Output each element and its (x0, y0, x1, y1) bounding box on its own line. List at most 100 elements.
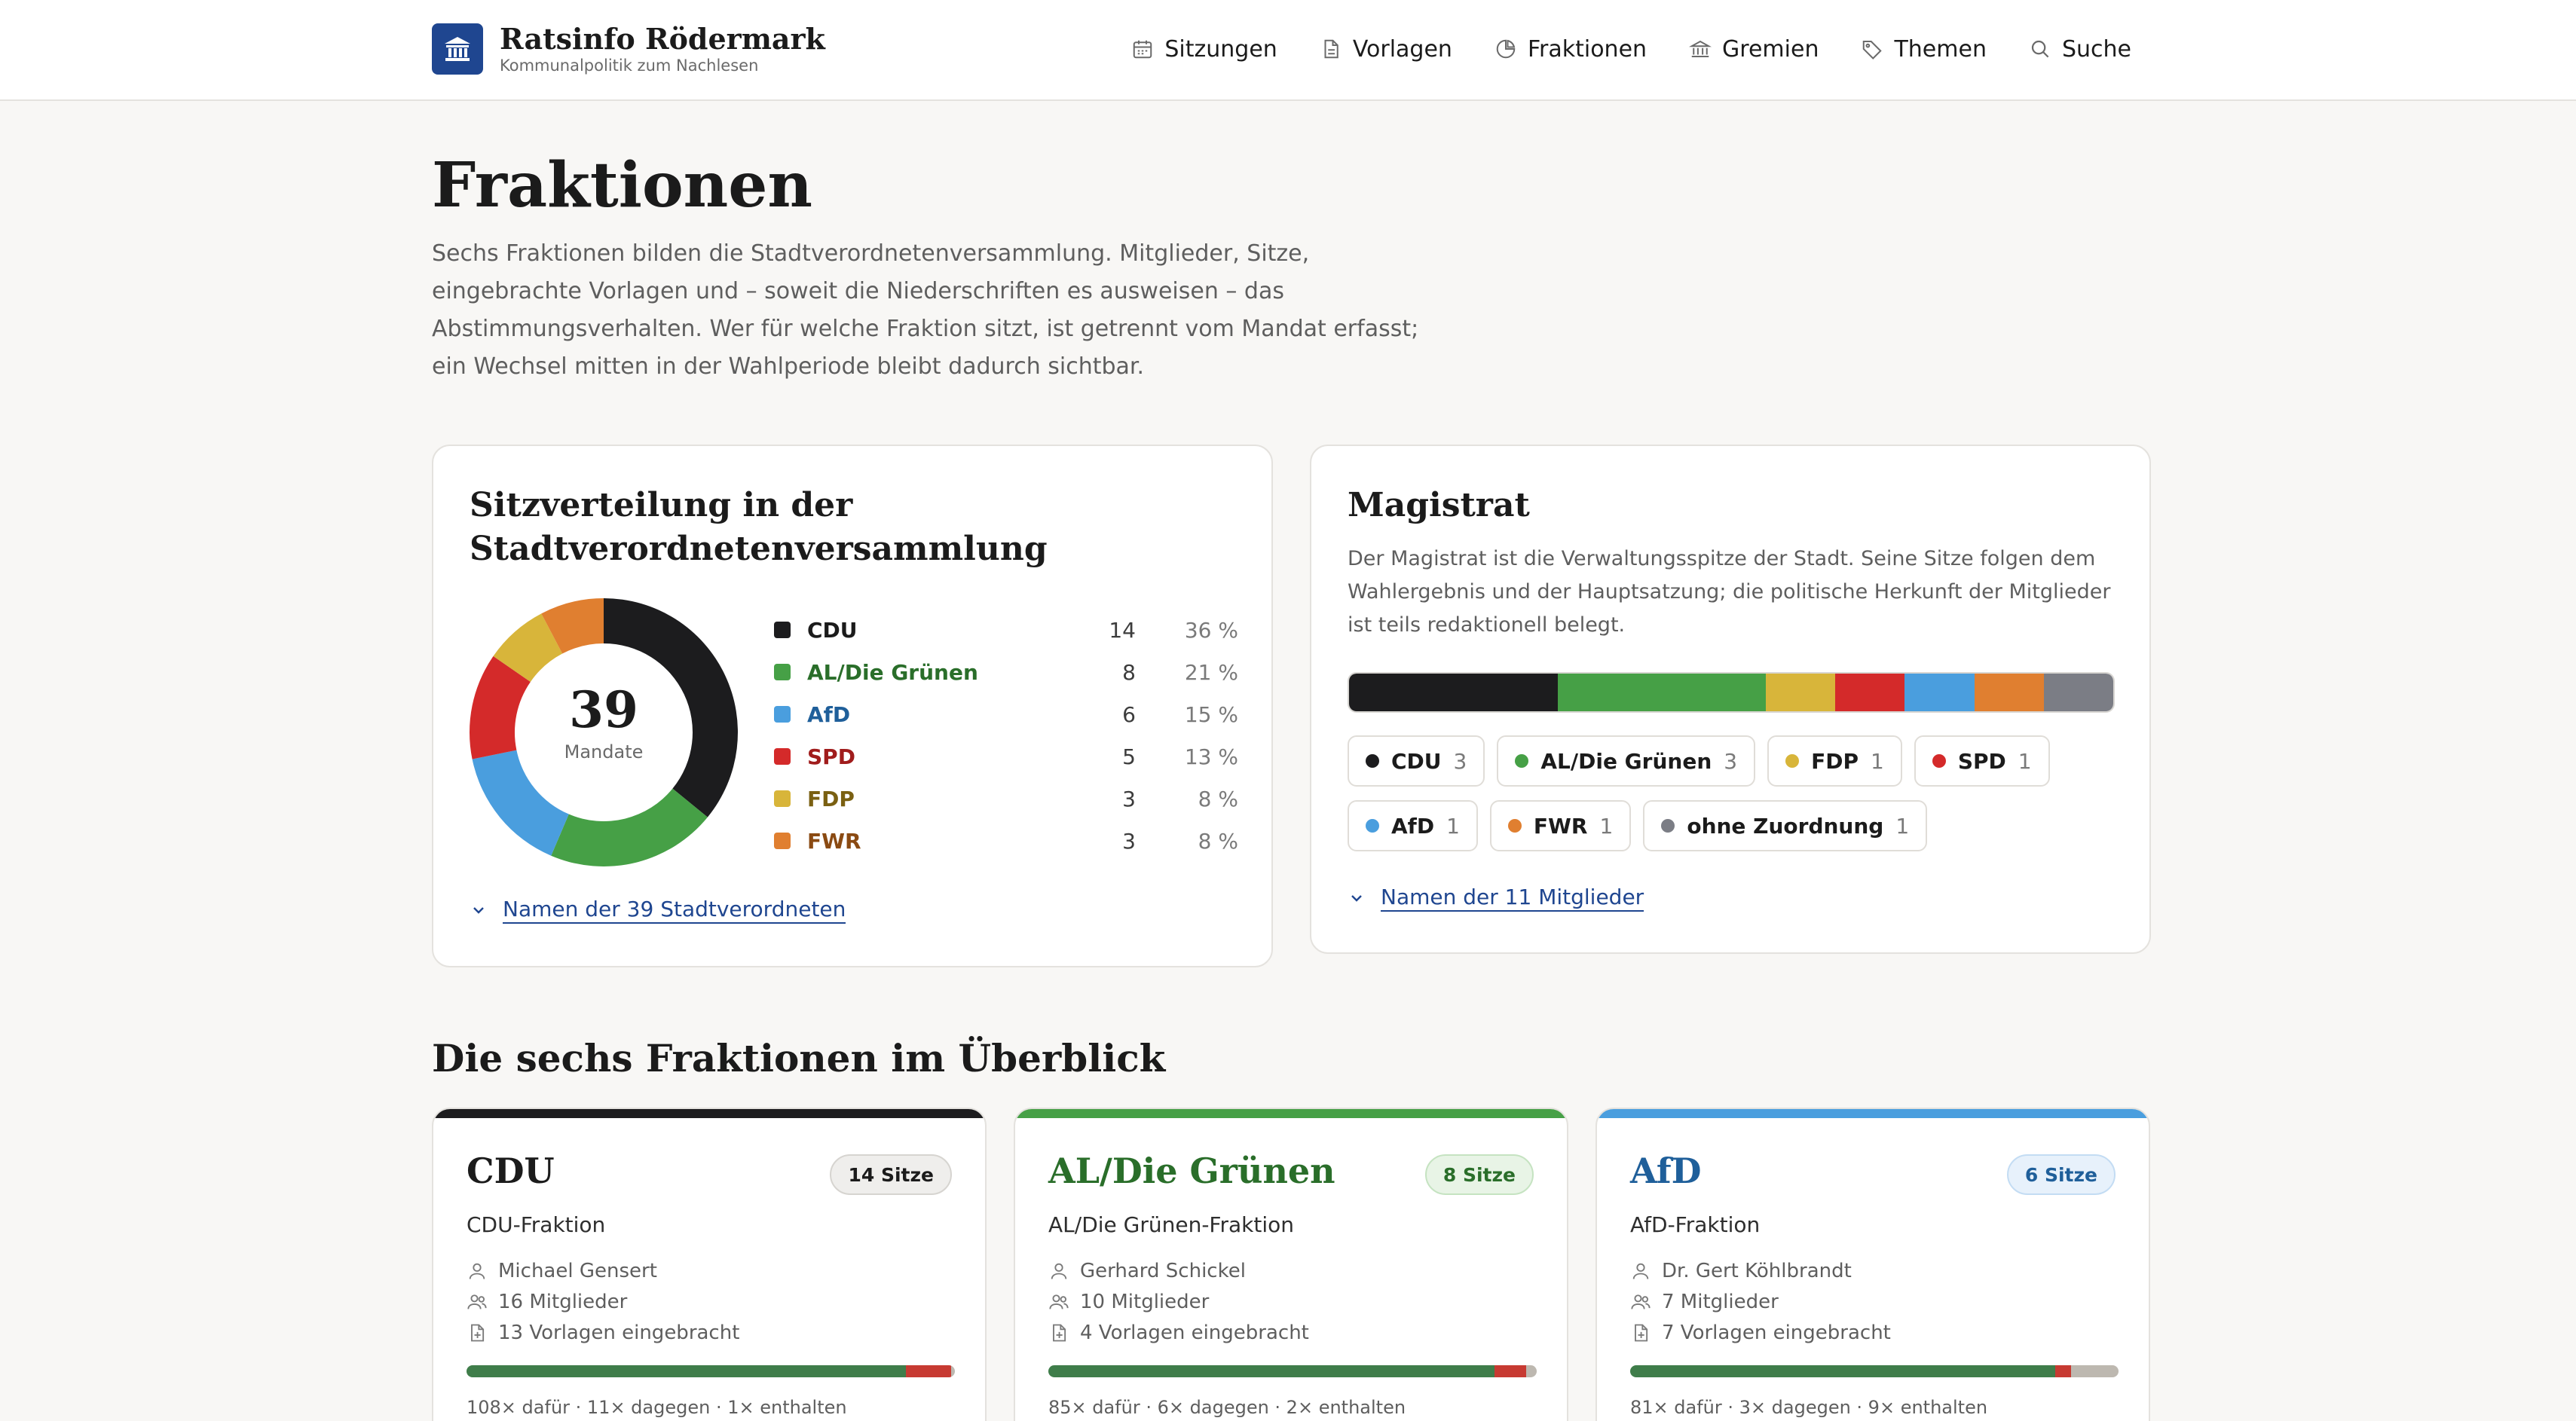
chip-party-name: AfD (1391, 813, 1435, 839)
people-icon (1631, 1294, 1651, 1309)
faction-vote-bar (1630, 1365, 2119, 1377)
chip-party-name: SPD (1957, 748, 2006, 774)
legend-seat-percent: 15 % (1184, 701, 1238, 727)
faction-card-cdu[interactable]: CDU 14 Sitze CDU-Fraktion Michael Genser… (432, 1108, 987, 1421)
magistrat-chip: AL/Die Grünen 3 (1497, 735, 1756, 787)
total-seats-value: 39 (569, 680, 638, 739)
vote-yes-segment (1048, 1365, 1495, 1377)
chip-count: 1 (2018, 748, 2032, 774)
legend-row: CDU 14 36 % (774, 609, 1238, 651)
legend-swatch (774, 833, 791, 849)
chip-count: 1 (1895, 813, 1910, 839)
chip-dot (1515, 754, 1529, 768)
nav-item-gremien[interactable]: Gremien (1689, 30, 1819, 68)
legend-row: FDP 3 8 % (774, 778, 1238, 820)
faction-vote-bar (467, 1365, 955, 1377)
faction-vote-summary: 108× dafür · 11× dagegen · 1× enthalten (467, 1397, 847, 1418)
nav-item-suche[interactable]: Suche (2029, 30, 2131, 68)
vote-yes-segment (467, 1365, 907, 1377)
site-title: Ratsinfo Rödermark (500, 22, 825, 56)
person-icon (1632, 1263, 1649, 1279)
donut-segment-fdp (493, 613, 563, 682)
vote-abstain-segment (950, 1365, 955, 1377)
legend-party-name: CDU (807, 617, 858, 643)
chevron-down-icon (1351, 895, 1362, 902)
faction-leader-name: Michael Gensert (498, 1259, 657, 1282)
faction-meta: Michael Gensert 16 Mitglieder 13 Vorlage… (467, 1255, 739, 1348)
nav-item-sitzungen[interactable]: Sitzungen (1131, 30, 1277, 68)
magistrat-title: Magistrat (1348, 486, 1530, 524)
faction-name: AL/Die Grünen (1048, 1151, 1335, 1191)
faction-card-afd[interactable]: AfD 6 Sitze AfD-Fraktion Dr. Gert Köhlbr… (1595, 1108, 2150, 1421)
chip-dot (1507, 819, 1522, 833)
magistrat-composition-bar (1348, 672, 2115, 713)
faction-proposal-count: 4 Vorlagen eingebracht (1080, 1321, 1309, 1344)
faction-accent-bar (433, 1109, 985, 1118)
show-magistrat-link[interactable]: Namen der 11 Mitglieder (1381, 885, 1644, 912)
search-icon (2031, 40, 2049, 58)
faction-member-count: 16 Mitglieder (498, 1290, 628, 1313)
magistrat-bar-segment (1904, 674, 1975, 711)
nav-item-themen[interactable]: Themen (1861, 30, 1987, 68)
chip-dot (1785, 754, 1800, 768)
chip-count: 1 (1446, 813, 1460, 839)
legend-seat-percent: 21 % (1184, 659, 1238, 685)
faction-full-name: CDU-Fraktion (467, 1212, 606, 1237)
chip-dot (1366, 754, 1379, 768)
legend-party-name: AL/Die Grünen (807, 659, 978, 685)
faction-proposal-count: 13 Vorlagen eingebracht (498, 1321, 740, 1344)
donut-segment-cdu (604, 598, 738, 817)
nav-item-fraktionen[interactable]: Fraktionen (1495, 30, 1647, 68)
faction-accent-bar (1597, 1109, 2149, 1118)
magistrat-description: Der Magistrat ist die Verwaltungsspitze … (1348, 547, 2111, 637)
legend-party-name: AfD (807, 701, 851, 727)
magistrat-bar-segment (1766, 674, 1836, 711)
nav-label: Themen (1894, 35, 1987, 63)
magistrat-chip: AfD 1 (1348, 800, 1478, 851)
chip-party-name: FDP (1811, 748, 1859, 774)
legend-seat-count: 8 (1122, 659, 1136, 685)
nav-item-vorlagen[interactable]: Vorlagen (1320, 30, 1452, 68)
legend-seat-count: 3 (1122, 786, 1136, 811)
vote-no-segment (906, 1365, 951, 1377)
faction-name: AfD (1630, 1151, 1702, 1191)
faction-card-gruene[interactable]: AL/Die Grünen 8 Sitze AL/Die Grünen-Frak… (1014, 1108, 1568, 1421)
faction-full-name: AfD-Fraktion (1630, 1212, 1761, 1237)
magistrat-card: Magistrat Der Magistrat ist die Verwaltu… (1310, 445, 2151, 954)
chip-count: 1 (1870, 748, 1884, 774)
legend-party-name: FDP (807, 786, 855, 811)
brand[interactable]: Ratsinfo Rödermark Kommunalpolitik zum N… (432, 23, 825, 75)
seat-legend: CDU 14 36 % AL/Die Grünen 8 21 % AfD 6 1… (774, 609, 1238, 862)
donut-segment-afd (472, 750, 569, 856)
overview-title: Die sechs Fraktionen im Überblick (432, 1036, 1166, 1080)
legend-seat-count: 3 (1122, 828, 1136, 854)
magistrat-bar-segment (1974, 674, 2044, 711)
vote-no-segment (1495, 1365, 1527, 1377)
faction-leader: Michael Gensert (467, 1255, 739, 1286)
document-plus-icon (1635, 1324, 1648, 1341)
chevron-down-icon (473, 907, 484, 914)
faction-leader: Dr. Gert Köhlbrandt (1630, 1255, 1891, 1286)
legend-seat-percent: 8 % (1198, 828, 1238, 854)
magistrat-chip: FDP 1 (1767, 735, 1902, 787)
chip-party-name: FWR (1533, 813, 1588, 839)
faction-seat-badge: 14 Sitze (830, 1154, 952, 1195)
faction-accent-bar (1015, 1109, 1567, 1118)
vote-yes-segment (1630, 1365, 2056, 1377)
legend-seat-count: 14 (1109, 617, 1136, 643)
show-magistrat-toggle[interactable]: Namen der 11 Mitglieder (1348, 885, 1644, 912)
faction-leader: Gerhard Schickel (1048, 1255, 1309, 1286)
top-header: Ratsinfo Rödermark Kommunalpolitik zum N… (0, 0, 2576, 101)
chip-count: 3 (1724, 748, 1738, 774)
town-hall-logo-icon (432, 23, 483, 75)
show-councillors-toggle[interactable]: Namen der 39 Stadtverordneten (470, 897, 846, 924)
site-subtitle: Kommunalpolitik zum Nachlesen (500, 57, 759, 75)
chip-party-name: CDU (1391, 748, 1442, 774)
person-icon (469, 1263, 485, 1279)
chip-dot (1661, 819, 1675, 833)
pie-chart-icon (1496, 39, 1516, 59)
show-councillors-link[interactable]: Namen der 39 Stadtverordneten (503, 897, 846, 924)
vote-no-segment (2055, 1365, 2072, 1377)
legend-party-name: FWR (807, 828, 861, 854)
nav-label: Fraktionen (1527, 35, 1647, 63)
